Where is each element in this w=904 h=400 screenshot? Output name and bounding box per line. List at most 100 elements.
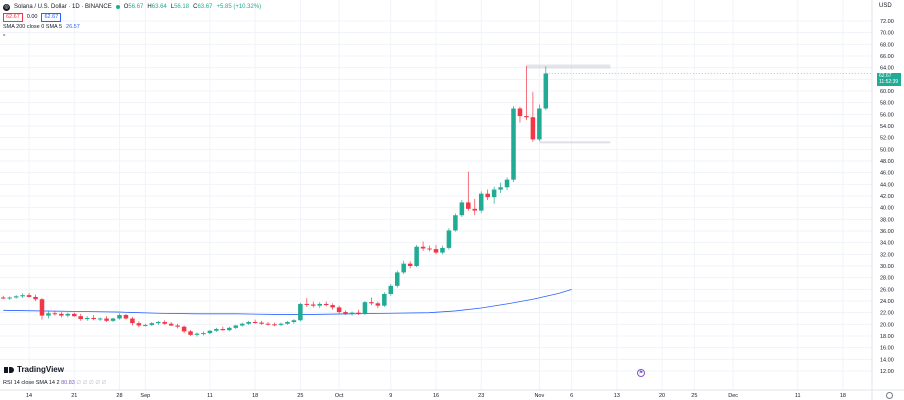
candle-body — [39, 299, 45, 316]
candle-body — [356, 312, 361, 314]
candle-body — [446, 230, 452, 248]
x-tick-label: Nov — [534, 393, 544, 399]
tradingview-logo-text: TradingView — [17, 365, 64, 374]
y-tick-label: 58.00 — [880, 101, 894, 107]
candle-body — [130, 318, 135, 324]
x-tick-label: 25 — [691, 393, 697, 399]
candle-body — [220, 329, 226, 331]
y-tick-label: 22.00 — [880, 311, 894, 317]
y-tick-label: 52.00 — [880, 136, 894, 142]
ohlc-high: H63.64 — [147, 4, 167, 10]
buy-button[interactable]: 62.67 — [41, 12, 62, 22]
x-tick-label: 11 — [795, 393, 801, 399]
y-tick-label: 28.00 — [880, 276, 894, 282]
y-tick-label: 60.00 — [880, 89, 894, 95]
candle-body — [20, 295, 25, 297]
market-status-icon — [115, 5, 120, 9]
x-tick-label: 6 — [570, 393, 573, 399]
candle-body — [472, 208, 478, 211]
candle-body — [149, 323, 155, 325]
candle-body — [201, 333, 206, 335]
x-tick-label: 16 — [433, 393, 439, 399]
candle-body — [136, 323, 142, 326]
candle-body — [349, 312, 355, 314]
candle-body — [394, 272, 400, 286]
symbol-title[interactable]: Solana / U.S. Dollar · 1D · BINANCE — [14, 4, 112, 10]
sell-button[interactable]: 62.67 — [3, 12, 23, 22]
y-tick-label: 50.00 — [880, 147, 894, 153]
y-tick-label: 54.00 — [880, 124, 894, 130]
x-tick-label: Sep — [140, 393, 150, 399]
collapse-icon[interactable]: ^ — [3, 34, 6, 40]
candle-body — [227, 327, 232, 331]
candle-body — [498, 187, 503, 190]
sma-indicator-legend[interactable]: SMA 200 close 0 SMA 5 26.57 — [3, 22, 261, 32]
ohlc-low: L56.18 — [170, 4, 190, 10]
candle-body — [188, 331, 193, 335]
x-tick-label: 25 — [297, 393, 303, 399]
candle-body — [265, 323, 271, 325]
candle-body — [330, 305, 335, 308]
candle-body — [537, 108, 542, 140]
candle-body — [369, 302, 374, 304]
candle-body — [524, 116, 529, 118]
currency-label[interactable]: USD — [879, 3, 892, 9]
candle-body — [59, 313, 64, 316]
x-tick-label: 14 — [26, 393, 32, 399]
candle-body — [104, 318, 109, 321]
candle-body — [285, 322, 290, 324]
y-tick-label: 30.00 — [880, 264, 894, 270]
candle-body — [291, 320, 297, 322]
settings-icon[interactable] — [886, 392, 893, 399]
candle-body — [401, 263, 406, 273]
candle-body — [175, 325, 180, 327]
candle-body — [485, 193, 490, 198]
candle-body — [239, 323, 245, 326]
candle-body — [26, 295, 32, 297]
candle-body — [207, 330, 213, 334]
legend-collapse-row: ^ — [3, 32, 261, 42]
candle-body — [214, 329, 219, 331]
y-tick-label: 42.00 — [880, 194, 894, 200]
candle-body — [323, 303, 329, 306]
candle-body — [52, 313, 58, 315]
candle-body — [7, 297, 12, 299]
candle-body — [414, 246, 419, 266]
solana-icon: ◎ — [3, 3, 10, 11]
y-tick-label: 32.00 — [880, 252, 894, 258]
candle-body — [427, 248, 432, 250]
y-tick-label: 34.00 — [880, 241, 894, 247]
candle-body — [511, 108, 516, 180]
candle-body — [110, 318, 116, 321]
rsi-legend[interactable]: RSI 14 close SMA 14 2 80.83 ∅ ∅ ∅ ∅ ∅ — [3, 380, 106, 386]
candle-body — [388, 285, 394, 294]
x-tick-label: 11 — [207, 393, 213, 399]
tradingview-logo[interactable]: TradingView — [4, 365, 64, 374]
candle-body — [246, 322, 251, 324]
bar-countdown: 11:52:39 — [879, 79, 899, 85]
y-tick-label: 18.00 — [880, 334, 894, 340]
candle-body — [459, 202, 465, 216]
candle-body — [46, 313, 51, 316]
candle-body — [375, 303, 381, 306]
candle-body — [233, 325, 239, 328]
candle-body — [13, 296, 19, 298]
candle-body — [143, 324, 148, 326]
candle-body — [97, 318, 103, 320]
x-tick-label: Oct — [335, 393, 344, 399]
y-tick-label: 48.00 — [880, 159, 894, 165]
alert-icon[interactable]: ⚑ — [637, 369, 645, 377]
candle-body — [304, 303, 310, 305]
x-tick-label: 21 — [71, 393, 77, 399]
x-tick-label: Dec — [728, 393, 738, 399]
x-tick-label: 18 — [252, 393, 258, 399]
candle-body — [91, 317, 96, 320]
y-tick-label: 70.00 — [880, 31, 894, 37]
candle-body — [33, 296, 38, 300]
candle-body — [252, 322, 258, 323]
rsi-empty-values: ∅ ∅ ∅ ∅ ∅ — [76, 380, 107, 386]
chart-legend: ◎ Solana / U.S. Dollar · 1D · BINANCE O5… — [3, 2, 261, 42]
x-tick-label: 28 — [116, 393, 122, 399]
